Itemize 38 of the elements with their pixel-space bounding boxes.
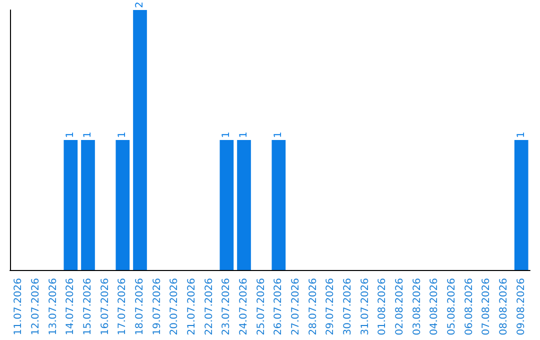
x-tick-label: 23.07.2026 bbox=[221, 278, 232, 336]
data-label: 1 bbox=[238, 132, 250, 138]
x-tick-label: 06.08.2026 bbox=[464, 278, 475, 336]
x-tick-label: 19.07.2026 bbox=[152, 278, 163, 336]
x-tick-label: 12.07.2026 bbox=[30, 278, 42, 336]
x-tick-label: 14.07.2026 bbox=[65, 278, 76, 336]
data-label: 2 bbox=[134, 2, 146, 8]
x-tick-label: 30.07.2026 bbox=[342, 278, 354, 336]
data-label: 1 bbox=[516, 132, 527, 138]
data-label: 1 bbox=[117, 132, 128, 138]
data-label: 1 bbox=[65, 132, 76, 138]
x-tick-label: 25.07.2026 bbox=[256, 278, 267, 336]
data-label: 1 bbox=[273, 132, 284, 138]
x-tick-label: 11.07.2026 bbox=[13, 278, 24, 336]
x-tick-label: 22.07.2026 bbox=[204, 278, 215, 336]
x-tick-label: 04.08.2026 bbox=[429, 278, 440, 336]
x-tick-label: 03.08.2026 bbox=[412, 278, 423, 336]
data-label: 1 bbox=[82, 132, 94, 138]
x-tick-label: 27.07.2026 bbox=[290, 278, 302, 336]
x-tick-label: 01.08.2026 bbox=[377, 278, 388, 336]
x-tick-label: 20.07.2026 bbox=[169, 278, 180, 336]
x-tick-label: 16.07.2026 bbox=[100, 278, 111, 336]
x-tick-label: 05.08.2026 bbox=[446, 278, 458, 336]
x-tick-label: 28.07.2026 bbox=[308, 278, 319, 336]
x-tick-label: 31.07.2026 bbox=[360, 278, 371, 336]
x-tick-label: 24.07.2026 bbox=[238, 278, 250, 336]
x-tick-label: 09.08.2026 bbox=[516, 278, 527, 336]
data-label: 1 bbox=[221, 132, 232, 138]
x-tick-label: 26.07.2026 bbox=[273, 278, 284, 336]
x-tick-label: 17.07.2026 bbox=[117, 278, 128, 336]
x-tick-label: 21.07.2026 bbox=[186, 278, 198, 336]
x-tick-label: 13.07.2026 bbox=[48, 278, 59, 336]
x-tick-label: 29.07.2026 bbox=[325, 278, 336, 336]
x-tick-label: 15.07.2026 bbox=[82, 278, 94, 336]
x-tick-label: 07.08.2026 bbox=[481, 278, 492, 336]
x-tick-label: 18.07.2026 bbox=[134, 278, 146, 336]
x-tick-label: 08.08.2026 bbox=[498, 278, 510, 336]
x-tick-label: 02.08.2026 bbox=[394, 278, 406, 336]
